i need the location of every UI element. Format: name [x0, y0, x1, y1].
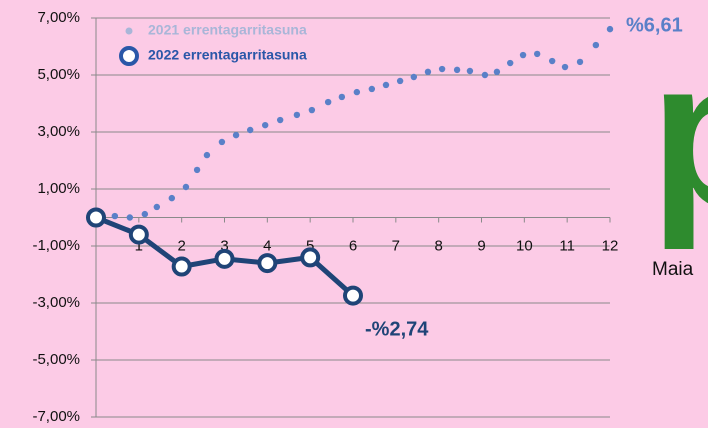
x-tick-label: 9 — [477, 237, 485, 254]
y-tick-label: -7,00% — [32, 408, 80, 425]
data-point — [493, 68, 501, 76]
legend-label: 2022 errentagarritasuna — [148, 47, 307, 63]
data-point — [261, 121, 269, 129]
data-point — [606, 25, 614, 33]
data-point — [519, 51, 527, 59]
legend-marker — [125, 27, 133, 35]
y-tick-label: -5,00% — [32, 351, 80, 368]
x-tick-label: 1 — [135, 237, 143, 254]
x-tick-label: 11 — [559, 237, 575, 254]
x-tick-label: 5 — [306, 237, 314, 254]
data-point — [182, 183, 190, 191]
x-tick-label: 2 — [177, 237, 185, 254]
data-point — [343, 285, 363, 306]
logo-text: Maia — [652, 259, 694, 280]
data-point — [506, 59, 514, 67]
data-point — [308, 106, 316, 114]
logo-letter: p — [650, 15, 708, 250]
y-tick-label: 1,00% — [37, 180, 80, 197]
data-point — [410, 73, 418, 81]
data-point — [382, 81, 390, 89]
data-point — [533, 50, 541, 58]
data-point — [453, 66, 461, 74]
data-point — [548, 57, 556, 65]
data-point — [338, 93, 346, 101]
data-point — [424, 68, 432, 76]
data-point — [396, 77, 404, 85]
data-point — [466, 67, 474, 75]
y-tick-label: 5,00% — [37, 66, 80, 83]
data-point — [592, 41, 600, 49]
data-point — [561, 63, 569, 71]
data-point — [300, 247, 321, 268]
x-tick-label: 7 — [392, 237, 400, 254]
annotation: %6,61 — [626, 14, 683, 36]
x-tick-label: 6 — [349, 237, 357, 254]
data-point — [218, 138, 226, 146]
data-point — [276, 116, 284, 124]
data-point — [86, 207, 106, 228]
x-tick-label: 12 — [602, 237, 619, 254]
data-point — [171, 256, 192, 277]
x-tick-label: 4 — [263, 237, 271, 254]
legend-marker — [119, 46, 139, 66]
data-point — [293, 111, 301, 119]
data-point — [214, 248, 235, 269]
x-tick-label: 10 — [516, 237, 533, 254]
data-point — [576, 58, 584, 66]
y-tick-label: -1,00% — [32, 237, 80, 254]
data-point — [438, 65, 446, 73]
data-point — [324, 98, 332, 106]
data-point — [353, 88, 361, 96]
y-tick-label: 3,00% — [37, 123, 80, 140]
data-point — [232, 131, 240, 139]
x-tick-label: 8 — [434, 237, 442, 254]
data-point — [126, 214, 134, 221]
legend-label: 2021 errentagarritasuna — [148, 22, 307, 38]
data-point — [203, 151, 211, 159]
y-tick-label: 7,00% — [37, 9, 80, 26]
x-tick-label: 3 — [220, 237, 228, 254]
data-point — [128, 224, 149, 245]
data-point — [193, 166, 201, 174]
data-point — [247, 126, 254, 134]
data-point — [257, 253, 278, 274]
data-point — [141, 210, 149, 218]
y-tick-label: -3,00% — [32, 294, 80, 311]
data-point — [168, 194, 176, 202]
annotation: -%2,74 — [365, 318, 429, 340]
data-point — [111, 212, 119, 220]
data-point — [481, 71, 489, 79]
data-point — [153, 203, 161, 211]
data-point — [368, 85, 376, 93]
